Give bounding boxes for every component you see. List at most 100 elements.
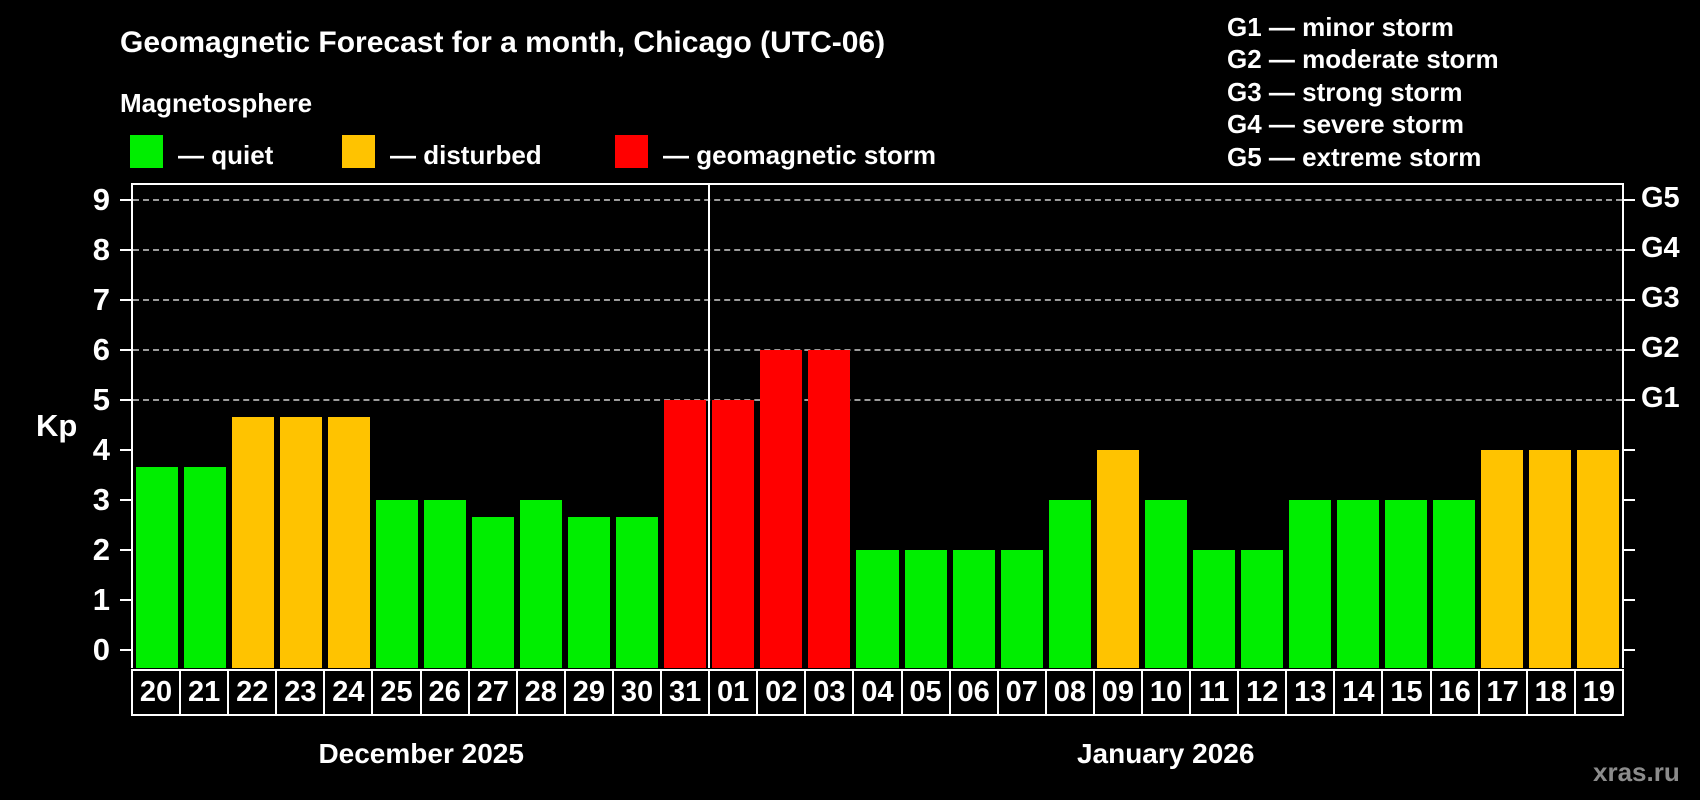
kp-bar-day-08 <box>1048 500 1091 668</box>
kp-bar-day-10 <box>1144 500 1187 668</box>
g-level-label-g3: G3 <box>1641 282 1680 314</box>
storm-scale-item-g1: G1 — minor storm <box>1227 12 1454 42</box>
month-divider-line <box>708 185 711 668</box>
y-tick-label-9: 9 <box>92 182 110 217</box>
kp-bar-day-23 <box>280 416 323 668</box>
day-label-14: 14 <box>1333 669 1384 716</box>
kp-bar-day-07 <box>1000 550 1043 668</box>
day-label-02: 02 <box>756 669 807 716</box>
month-label-january: January 2026 <box>1076 738 1255 769</box>
month-label-december: December 2025 <box>318 738 524 769</box>
y-tick-left-3 <box>120 499 131 501</box>
day-label-21: 21 <box>179 669 230 716</box>
quiet-legend-label: — quiet <box>178 140 274 170</box>
y-tick-left-4 <box>120 449 131 451</box>
y-tick-left-0 <box>120 649 131 651</box>
day-label-27: 27 <box>467 669 518 716</box>
day-label-10: 10 <box>1140 669 1192 716</box>
kp-bar-day-21 <box>184 466 227 668</box>
day-label-18: 18 <box>1525 669 1576 716</box>
gridline-kp8 <box>133 249 1622 251</box>
storm-scale-item-g5: G5 — extreme storm <box>1227 141 1482 172</box>
y-tick-left-7 <box>120 299 131 301</box>
chart-title: Geomagnetic Forecast for a month, Chicag… <box>120 26 886 59</box>
day-label-06: 06 <box>948 669 999 716</box>
day-label-28: 28 <box>515 669 566 716</box>
day-label-22: 22 <box>227 669 278 716</box>
storm-scale-item-g3: G3 — strong storm <box>1227 76 1463 107</box>
day-label-30: 30 <box>611 669 663 716</box>
storm-scale-legend: G1 — minor storm G2 — moderate storm G3 … <box>1227 11 1499 173</box>
kp-bar-day-03 <box>808 350 851 668</box>
y-tick-right-0 <box>1624 649 1635 651</box>
kp-bar-day-29 <box>568 516 611 668</box>
y-tick-label-7: 7 <box>92 282 110 317</box>
y-tick-left-2 <box>120 549 131 551</box>
gridline-kp5 <box>133 399 1622 401</box>
gridline-kp9 <box>133 199 1622 201</box>
y-tick-left-9 <box>120 199 131 201</box>
kp-bar-day-02 <box>760 350 803 668</box>
y-tick-left-6 <box>120 349 131 351</box>
kp-bar-day-13 <box>1288 500 1331 668</box>
day-label-31: 31 <box>660 669 711 716</box>
day-label-05: 05 <box>900 669 951 716</box>
g-level-label-g5: G5 <box>1641 182 1680 214</box>
kp-bar-day-18 <box>1528 450 1571 668</box>
day-label-17: 17 <box>1477 669 1528 716</box>
disturbed-legend-label: — disturbed <box>390 140 542 170</box>
day-label-03: 03 <box>804 669 855 716</box>
storm-legend-label: — geomagnetic storm <box>663 140 937 170</box>
y-tick-right-6 <box>1624 349 1635 351</box>
y-tick-label-6: 6 <box>92 332 110 367</box>
day-label-29: 29 <box>563 669 614 716</box>
y-tick-right-2 <box>1624 549 1635 551</box>
day-label-07: 07 <box>996 669 1047 716</box>
kp-bar-day-30 <box>616 516 659 668</box>
day-label-16: 16 <box>1429 669 1480 716</box>
day-label-11: 11 <box>1189 669 1240 716</box>
day-label-08: 08 <box>1044 669 1095 716</box>
day-label-23: 23 <box>275 669 326 716</box>
kp-bar-day-26 <box>424 500 467 668</box>
y-tick-label-3: 3 <box>92 482 110 517</box>
kp-bar-day-28 <box>520 500 563 668</box>
kp-bar-day-01 <box>712 400 755 668</box>
kp-bar-day-22 <box>232 416 275 668</box>
kp-bar-day-12 <box>1240 550 1283 668</box>
kp-bar-day-25 <box>376 500 419 668</box>
day-label-26: 26 <box>419 669 470 716</box>
magnetosphere-label: Magnetosphere <box>120 88 313 118</box>
y-axis-title: Kp <box>36 408 78 443</box>
kp-bar-day-19 <box>1576 450 1619 668</box>
day-label-20: 20 <box>131 669 182 716</box>
day-label-25: 25 <box>371 669 422 716</box>
day-label-01: 01 <box>708 669 759 716</box>
y-tick-label-0: 0 <box>92 632 110 667</box>
y-tick-label-5: 5 <box>92 382 110 417</box>
kp-bar-day-06 <box>952 550 995 668</box>
kp-bar-day-16 <box>1432 500 1475 668</box>
plot-area <box>131 183 1624 668</box>
y-tick-label-2: 2 <box>92 532 110 567</box>
gridline-kp6 <box>133 349 1622 351</box>
y-tick-right-7 <box>1624 299 1635 301</box>
kp-bar-day-14 <box>1336 500 1379 668</box>
y-tick-right-4 <box>1624 449 1635 451</box>
kp-bar-day-31 <box>664 400 707 668</box>
day-label-12: 12 <box>1237 669 1288 716</box>
y-tick-right-5 <box>1624 399 1635 401</box>
g-level-label-g4: G4 <box>1641 232 1680 264</box>
y-tick-right-1 <box>1624 599 1635 601</box>
day-label-24: 24 <box>323 669 374 716</box>
storm-scale-item-g4: G4 — severe storm <box>1227 109 1465 140</box>
day-axis: 20 21 22 23 24 25 26 27 28 29 30 31 01 02 03 04 05 06 07 08… <box>131 669 1624 716</box>
y-tick-left-8 <box>120 249 131 251</box>
watermark: xras.ru <box>1593 757 1680 787</box>
y-tick-left-5 <box>120 399 131 401</box>
day-label-19: 19 <box>1573 669 1624 716</box>
y-tick-label-8: 8 <box>92 232 110 267</box>
quiet-swatch <box>130 135 163 168</box>
y-tick-right-8 <box>1624 249 1635 251</box>
day-label-13: 13 <box>1285 669 1336 716</box>
